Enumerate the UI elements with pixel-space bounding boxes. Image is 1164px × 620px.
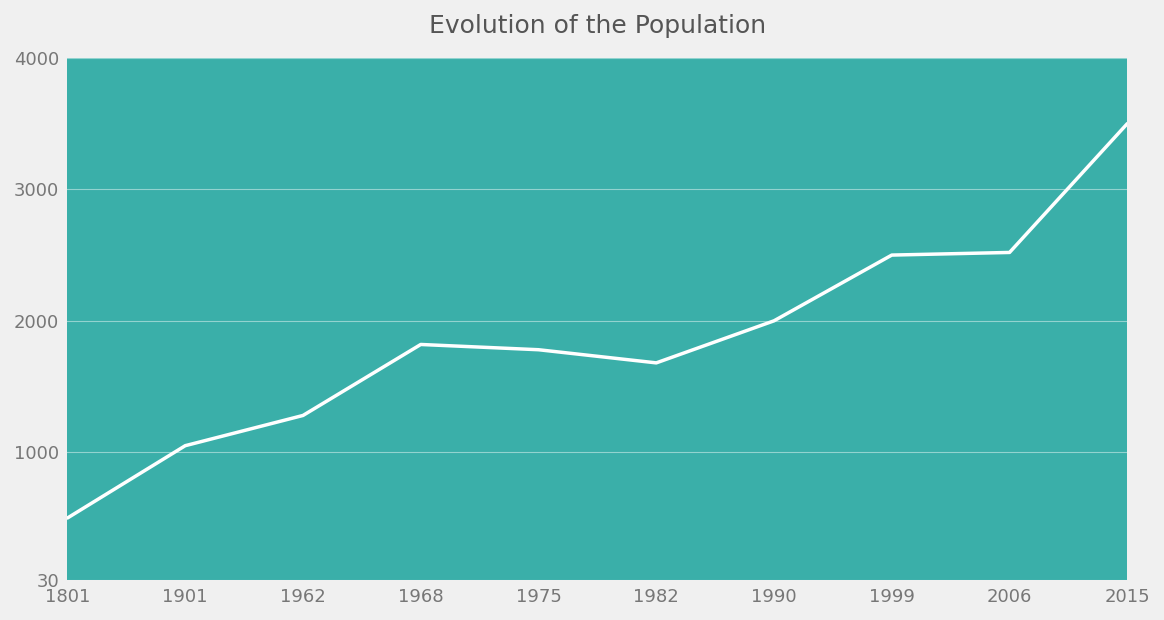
Title: Evolution of the Population: Evolution of the Population (428, 14, 766, 38)
